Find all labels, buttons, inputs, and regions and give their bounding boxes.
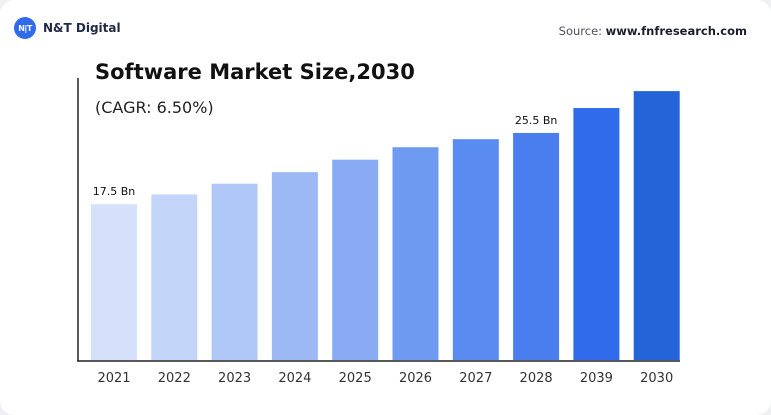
x-tick-label-2022: 2022 xyxy=(158,371,191,386)
bar-2030 xyxy=(633,91,680,360)
x-tick-label-2027: 2027 xyxy=(459,371,492,386)
bar-2025 xyxy=(332,159,379,360)
bar-2026 xyxy=(392,147,439,360)
chart-subtitle: (CAGR: 6.50%) xyxy=(95,98,214,117)
bar-2021 xyxy=(91,204,137,360)
bar-2022 xyxy=(151,194,198,360)
x-tick-label-2023: 2023 xyxy=(218,371,251,386)
x-tick-label-2030: 2030 xyxy=(640,371,673,386)
bar-2028 xyxy=(513,132,560,360)
source-value: www.fnfresearch.com xyxy=(605,24,747,38)
bar-2024 xyxy=(271,172,318,360)
x-tick-label-2026: 2026 xyxy=(399,371,432,386)
x-tick-label-2028: 2028 xyxy=(520,371,553,386)
bar-2039 xyxy=(573,108,620,360)
x-tick-label-2025: 2025 xyxy=(339,371,372,386)
x-tick-label-2021: 2021 xyxy=(97,371,130,386)
x-tick-label-2039: 2039 xyxy=(580,371,613,386)
brand: N|T N&T Digital xyxy=(14,16,121,40)
bar-2027 xyxy=(452,139,499,360)
data-label-2028: 25.5 Bn xyxy=(515,114,558,127)
source-note: Source: www.fnfresearch.com xyxy=(559,24,747,38)
source-label: Source: xyxy=(558,24,603,38)
data-label-2021: 17.5 Bn xyxy=(93,185,136,198)
bar-2023 xyxy=(211,183,258,360)
chart-title: Software Market Size,2030 xyxy=(95,60,415,84)
x-tick-label-2024: 2024 xyxy=(278,371,311,386)
brand-logo-icon: N|T xyxy=(14,17,36,39)
brand-name: N&T Digital xyxy=(43,21,121,35)
